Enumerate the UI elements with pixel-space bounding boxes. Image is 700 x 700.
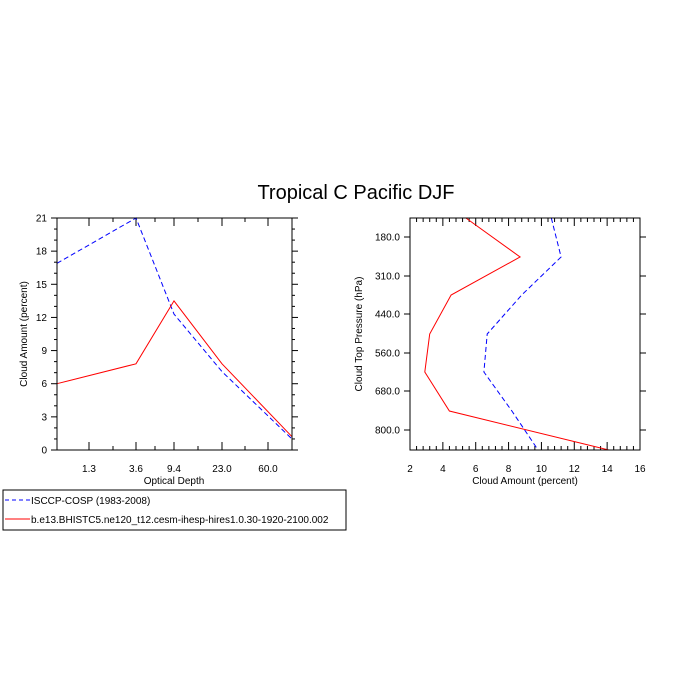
right-x-tick-label: 12	[569, 464, 581, 475]
legend: ISCCP-COSP (1983-2008) b.e13.BHISTC5.ne1…	[2, 489, 347, 531]
right-y-tick-label: 180.0	[375, 233, 400, 244]
left-x-tick-label: 3.6	[129, 464, 143, 475]
left-y-tick-label: 9	[41, 346, 47, 357]
left-y-tick-label: 21	[36, 214, 48, 225]
left-y-tick-label: 6	[41, 379, 47, 390]
right-tick-labels: 2 4 6 8 10 12 14 16 180.0 310.0 440.0 560.0 680.0 800…	[375, 233, 646, 476]
left-y-tick-label: 15	[36, 280, 48, 291]
right-panel: 2 4 6 8 10 12 14 16 180.0 310.0 440.0 560.0 680.0 800…	[354, 217, 646, 487]
left-ticks	[51, 217, 298, 451]
right-series-model-line	[424, 217, 609, 451]
right-series	[424, 217, 609, 451]
left-y-tick-label: 18	[36, 247, 48, 258]
right-ticks	[404, 218, 646, 450]
left-x-tick-label: 1.3	[82, 464, 96, 475]
right-y-tick-label: 680.0	[375, 387, 400, 398]
right-plot-frame	[409, 217, 641, 451]
left-series-obs-line	[56, 217, 293, 440]
right-x-tick-label: 8	[506, 464, 512, 475]
left-x-axis-label: Optical Depth	[144, 476, 205, 487]
left-y-tick-label: 3	[41, 412, 47, 423]
left-x-tick-label: 23.0	[212, 464, 232, 475]
left-panel: 1.3 3.6 9.4 23.0 60.0 0 3 6 9 12 15 18 21 Optical De…	[19, 214, 298, 487]
right-x-tick-label: 6	[473, 464, 479, 475]
right-x-axis-label: Cloud Amount (percent)	[472, 476, 578, 487]
right-y-tick-label: 440.0	[375, 310, 400, 321]
left-tick-labels: 1.3 3.6 9.4 23.0 60.0 0 3 6 9 12 15 18 21	[36, 214, 278, 476]
legend-label-model: b.e13.BHISTC5.ne120_t12.cesm-ihesp-hires…	[31, 515, 329, 526]
left-series-model-line	[56, 300, 293, 438]
figure-title: Tropical C Pacific DJF	[257, 182, 454, 204]
right-y-tick-label: 800.0	[375, 426, 400, 437]
right-y-axis-label: Cloud Top Pressure (hPa)	[354, 277, 365, 392]
left-series	[56, 217, 293, 440]
right-y-tick-label: 310.0	[375, 272, 400, 283]
right-x-tick-label: 2	[407, 464, 413, 475]
right-x-tick-label: 14	[602, 464, 614, 475]
right-x-tick-label: 10	[536, 464, 548, 475]
left-x-tick-label: 60.0	[258, 464, 278, 475]
right-x-tick-label: 16	[634, 464, 646, 475]
left-y-tick-label: 0	[41, 446, 47, 457]
right-y-tick-label: 560.0	[375, 349, 400, 360]
right-series-obs-line	[483, 217, 562, 451]
left-x-tick-label: 9.4	[167, 464, 181, 475]
right-x-tick-label: 4	[440, 464, 446, 475]
legend-box	[2, 489, 347, 531]
left-y-axis-label: Cloud Amount (percent)	[19, 281, 30, 387]
legend-label-obs: ISCCP-COSP (1983-2008)	[31, 496, 150, 507]
left-plot-frame	[56, 217, 293, 451]
left-y-tick-label: 12	[36, 313, 48, 324]
